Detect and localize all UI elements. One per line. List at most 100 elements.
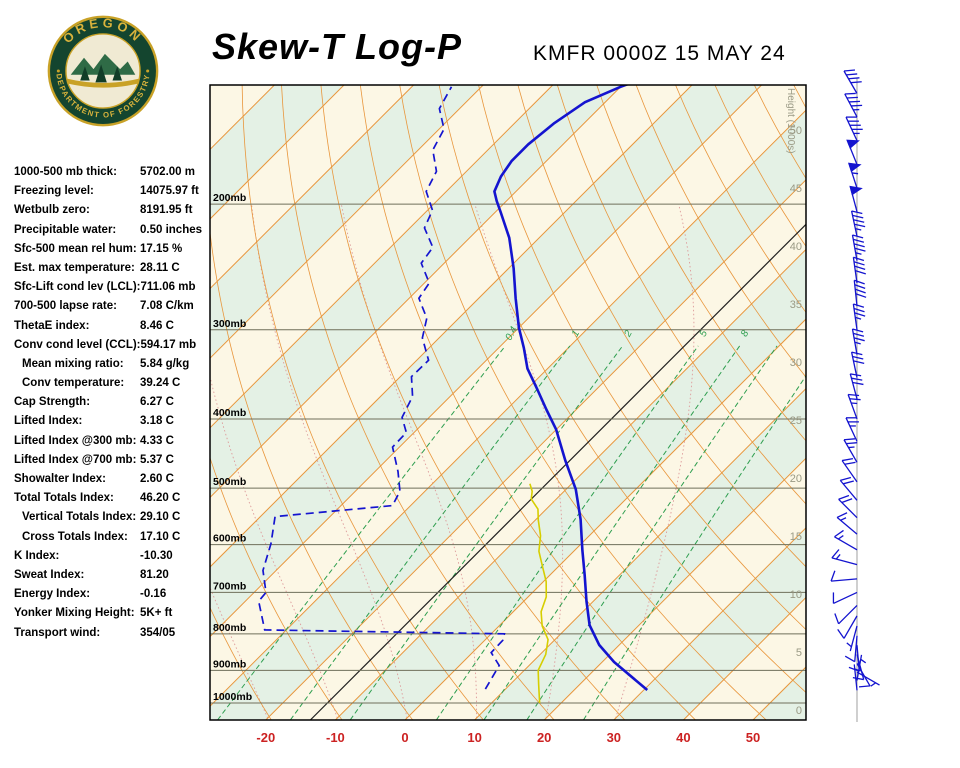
stat-value: 8.46 C (140, 319, 174, 332)
pressure-label: 500mb (213, 476, 246, 488)
stat-label: Sweat Index: (14, 568, 85, 581)
mixing-ratio-label: 1 (570, 329, 582, 339)
stat-row: Mean mixing ratio: 5.84 g/kg (14, 358, 219, 377)
stat-value: 29.10 C (140, 511, 181, 524)
stat-label: K Index: (14, 549, 60, 562)
stat-row: 1000-500 mb thick: 5702.00 m (14, 166, 219, 185)
stat-row: Wetbulb zero: 8191.95 ft (14, 204, 219, 223)
page-title: Skew-T Log-P (212, 26, 463, 67)
stat-row: Sweat Index: 81.20 (14, 569, 219, 588)
stat-label: Transport wind: (14, 626, 101, 639)
temp-axis-label: 30 (607, 730, 621, 745)
stat-label: Conv temperature: (22, 377, 125, 390)
stat-value: 594.17 mb (140, 338, 197, 351)
stat-row: Conv cond level (CCL): 594.17 mb (14, 339, 219, 358)
temp-axis-label: 0 (401, 730, 408, 745)
wetbulb-trace (529, 483, 549, 704)
height-label: 25 (790, 415, 802, 427)
stat-label: Lifted Index @700 mb: (14, 453, 137, 466)
stat-label: Cross Totals Index: (22, 530, 128, 543)
stat-value: 3.18 C (140, 415, 174, 428)
logo-banner (66, 78, 140, 88)
pressure-label: 300mb (213, 318, 246, 330)
stat-row: Lifted Index: 3.18 C (14, 415, 219, 434)
stat-label: Vertical Totals Index: (22, 511, 137, 524)
temp-axis-label: -20 (256, 730, 275, 745)
stat-label: Lifted Index @300 mb: (14, 434, 137, 447)
station-datetime: KMFR 0000Z 15 MAY 24 (533, 42, 786, 65)
stat-row: Energy Index: -0.16 (14, 588, 219, 607)
stat-row: Transport wind: 354/05 (14, 627, 219, 646)
stat-label: Total Totals Index: (14, 492, 114, 505)
height-label: 15 (790, 531, 802, 543)
height-axis-title: Height (1000s) (785, 88, 796, 154)
stat-value: -0.16 (140, 588, 167, 601)
temp-axis-label: -10 (326, 730, 345, 745)
height-label: 50 (790, 125, 802, 137)
stat-value: 354/05 (140, 626, 176, 639)
stat-value: 711.06 mb (140, 281, 196, 294)
stat-value: 14075.97 ft (140, 185, 199, 198)
stat-value: 5702.00 m (140, 166, 195, 178)
stat-row: Est. max temperature: 28.11 C (14, 262, 219, 281)
stat-value: 81.20 (140, 568, 169, 581)
stat-label: Sfc-500 mean rel hum: (14, 242, 137, 255)
stat-label: Mean mixing ratio: (22, 357, 124, 370)
stat-label: 1000-500 mb thick: (14, 166, 117, 178)
stat-row: K Index: -10.30 (14, 550, 219, 569)
pressure-label: 200mb (213, 192, 246, 204)
stat-row: Conv temperature: 39.24 C (14, 377, 219, 396)
stat-row: Sfc-Lift cond lev (LCL): 711.06 mb (14, 281, 219, 300)
stat-label: Freezing level: (14, 185, 94, 198)
stat-label: 700-500 lapse rate: (14, 300, 117, 313)
stat-value: 17.10 C (140, 530, 181, 543)
pressure-label: 600mb (213, 533, 246, 545)
stat-label: Wetbulb zero: (14, 204, 90, 217)
stat-row: Showalter Index: 2.60 C (14, 473, 219, 492)
pressure-label: 900mb (213, 658, 246, 670)
stat-row: 700-500 lapse rate: 7.08 C/km (14, 300, 219, 319)
stat-value: 8191.95 ft (140, 204, 193, 217)
stat-value: 4.33 C (140, 434, 174, 447)
stat-value: 46.20 C (140, 492, 181, 505)
height-label: 40 (790, 241, 802, 253)
stat-label: Sfc-Lift cond lev (LCL): (14, 281, 141, 294)
logo-trees (80, 64, 122, 83)
plot-area: 0.4 1 2 5 8 (210, 85, 806, 720)
stat-row: Total Totals Index: 46.20 C (14, 492, 219, 511)
stat-value: -10.30 (140, 549, 173, 562)
temp-axis-label: 40 (676, 730, 690, 745)
stat-row: Cross Totals Index: 17.10 C (14, 531, 219, 550)
height-label: 35 (790, 299, 802, 311)
stat-label: Energy Index: (14, 588, 91, 601)
stat-label: Precipitable water: (14, 223, 117, 236)
height-label: 20 (790, 473, 802, 485)
mixing-ratio-label: 2 (622, 328, 635, 339)
stat-row: Freezing level: 14075.97 ft (14, 185, 219, 204)
mixing-ratio-label: 5 (698, 328, 711, 338)
wind-barbs (830, 69, 880, 691)
stat-label: Est. max temperature: (14, 261, 135, 274)
stat-label: Yonker Mixing Height: (14, 607, 135, 620)
pressure-label: 800mb (213, 622, 246, 634)
stat-value: 5.84 g/kg (140, 357, 190, 370)
stat-row: ThetaE index: 8.46 C (14, 320, 219, 339)
pressure-label: 400mb (213, 407, 246, 419)
stat-row: Lifted Index @700 mb: 5.37 C (14, 454, 219, 473)
temp-axis-label: 20 (537, 730, 551, 745)
stat-value: 39.24 C (140, 377, 181, 390)
stat-label: Lifted Index: (14, 415, 83, 428)
pressure-label: 700mb (213, 580, 246, 592)
stat-value: 2.60 C (140, 473, 174, 485)
stat-row: Sfc-500 mean rel hum: 17.15 % (14, 243, 219, 262)
height-label: 45 (790, 183, 802, 195)
temp-axis-label: 50 (746, 730, 760, 745)
stat-value: 7.08 C/km (140, 300, 194, 313)
stat-value: 5.37 C (140, 453, 174, 466)
temp-axis-label: 10 (467, 730, 481, 745)
height-label: 5 (796, 647, 802, 659)
height-label: 0 (796, 705, 802, 717)
stat-row: Cap Strength: 6.27 C (14, 396, 219, 415)
